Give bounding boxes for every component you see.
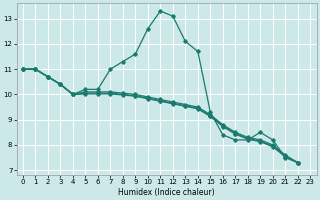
X-axis label: Humidex (Indice chaleur): Humidex (Indice chaleur) xyxy=(118,188,215,197)
